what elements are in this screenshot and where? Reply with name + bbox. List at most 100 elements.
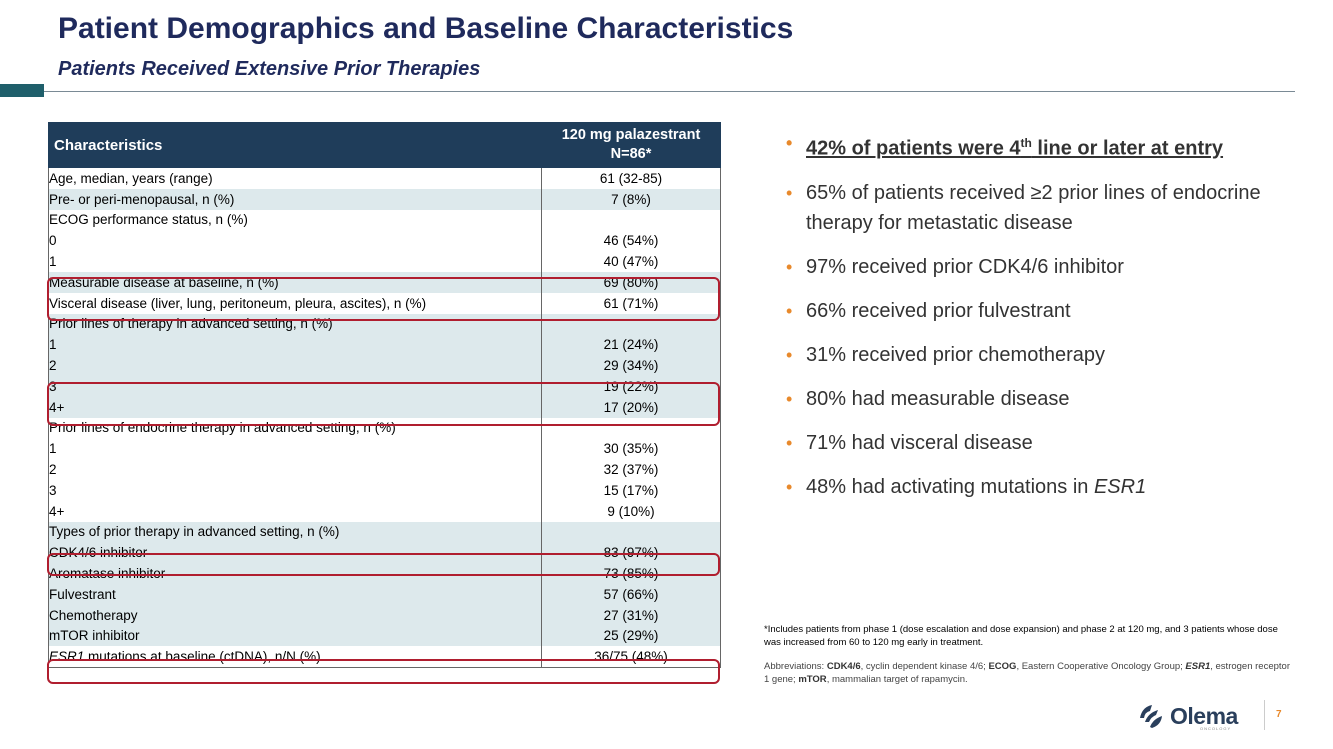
row-value <box>541 209 721 231</box>
row-value: 30 (35%) <box>541 438 721 460</box>
accent-bar <box>0 84 44 97</box>
row-value: 69 (80%) <box>541 271 721 293</box>
row-label: mTOR inhibitor <box>48 625 542 647</box>
bullet-icon: • <box>786 432 793 453</box>
row-label: Prior lines of endocrine therapy in adva… <box>48 417 542 439</box>
logo-text: Olema <box>1170 702 1238 729</box>
bullet-text: 80% had measurable disease <box>806 387 1070 410</box>
row-label: 4+ <box>48 396 542 418</box>
table-row: ECOG performance status, n (%) <box>48 209 721 231</box>
row-label: 2 <box>48 459 542 480</box>
bullet-text: 48% had activating mutations in <box>806 475 1094 498</box>
row-value: 7 (8%) <box>541 188 721 210</box>
table-row: Measurable disease at baseline, n (%) 69 … <box>48 271 721 293</box>
treatment-n: N=86* <box>610 146 652 162</box>
bullet-icon: • <box>786 476 793 497</box>
gene-name: ESR1 <box>49 649 85 665</box>
table-row: Types of prior therapy in advanced setti… <box>48 521 721 543</box>
bullet-text: 66% received prior fulvestrant <box>806 299 1071 322</box>
treatment-label: 120 mg palazestrant <box>561 127 701 143</box>
row-label-text: mutations at baseline (ctDNA), n/N (%) <box>84 649 321 665</box>
row-label: Prior lines of therapy in advanced setti… <box>48 313 542 335</box>
abbr-key: CDK4/6 <box>826 661 861 672</box>
row-label: Types of prior therapy in advanced setti… <box>48 521 542 543</box>
table-row: 2 29 (34%) <box>48 355 721 376</box>
table-row: Pre- or peri-menopausal, n (%) 7 (8%) <box>48 188 721 210</box>
footnote: *Includes patients from phase 1 (dose es… <box>764 624 1278 648</box>
bullet-icon: • <box>786 344 793 365</box>
bullet-item: • 97% received prior CDK4/6 inhibitor <box>786 252 1306 282</box>
key-findings-list: • 42% of patients were 4th line or later … <box>786 128 1306 516</box>
bullet-icon: • <box>786 133 793 153</box>
table-row: 4+ 17 (20%) <box>48 396 721 418</box>
bullet-text: 65% of patients received ≥2 prior lines … <box>806 181 1261 234</box>
bullet-icon: • <box>786 300 793 321</box>
row-value: 83 (97%) <box>541 542 721 564</box>
row-label: 3 <box>48 479 542 501</box>
table-row: Prior lines of therapy in advanced setti… <box>48 313 721 335</box>
characteristics-table: Characteristics 120 mg palazestrant N=86… <box>48 122 721 669</box>
column-header-characteristics: Characteristics <box>48 122 542 168</box>
row-value: 36/75 (48%) <box>541 646 721 669</box>
footer-divider <box>1264 700 1265 730</box>
table-row: ESR1 mutations at baseline (ctDNA), n/N … <box>48 646 721 669</box>
abbr-key: mTOR <box>798 674 827 685</box>
page-number: 7 <box>1276 709 1282 720</box>
row-label: 4+ <box>48 500 542 522</box>
abbr-def: , estrogen receptor 1 gene; <box>764 661 1290 685</box>
page-subtitle: Patients Received Extensive Prior Therap… <box>58 58 481 80</box>
row-value: 19 (22%) <box>541 375 721 397</box>
logo-subtitle: ONCOLOGY <box>1200 726 1232 731</box>
row-value: 73 (85%) <box>541 563 721 584</box>
bullet-text: 42% of patients were 4 <box>806 137 1021 160</box>
bullet-sup: th <box>1020 136 1032 150</box>
bullet-text: 71% had visceral disease <box>806 431 1033 454</box>
row-value: 25 (29%) <box>541 625 721 647</box>
row-value: 40 (47%) <box>541 251 721 272</box>
bullet-text: 31% received prior chemotherapy <box>806 343 1106 366</box>
bullet-icon: • <box>786 388 793 409</box>
row-label: Age, median, years (range) <box>48 167 542 189</box>
table-header-row: Characteristics 120 mg palazestrant N=86… <box>48 122 721 168</box>
abbr-prefix: Abbreviations: <box>764 661 827 672</box>
row-value: 61 (71%) <box>541 292 721 314</box>
row-value <box>541 313 721 335</box>
row-value: 32 (37%) <box>541 459 721 480</box>
row-value <box>541 417 721 439</box>
row-label: 3 <box>48 375 542 397</box>
bullet-item: • 65% of patients received ≥2 prior lines… <box>786 178 1306 238</box>
column-header-treatment: 120 mg palazestrant N=86* <box>541 122 721 168</box>
table-row: CDK4/6 inhibitor 83 (97%) <box>48 542 721 564</box>
table-row: Prior lines of endocrine therapy in adva… <box>48 417 721 439</box>
bullet-item: • 48% had activating mutations in ESR1 <box>786 472 1306 502</box>
table-row: 4+ 9 (10%) <box>48 500 721 522</box>
row-value: 15 (17%) <box>541 479 721 501</box>
row-label: Aromatase inhibitor <box>48 563 542 584</box>
row-label: ESR1 mutations at baseline (ctDNA), n/N … <box>48 646 542 669</box>
row-label: Pre- or peri-menopausal, n (%) <box>48 188 542 210</box>
row-value: 61 (32-85) <box>541 167 721 189</box>
row-value: 9 (10%) <box>541 500 721 522</box>
abbreviations: Abbreviations: CDK4/6, cyclin dependent … <box>764 660 1294 686</box>
bullet-icon: • <box>786 182 793 203</box>
table-row: 0 46 (54%) <box>48 230 721 252</box>
row-value: 57 (66%) <box>541 583 721 605</box>
row-value: 21 (24%) <box>541 334 721 356</box>
table-row: Visceral disease (liver, lung, peritoneu… <box>48 292 721 314</box>
row-value <box>541 521 721 543</box>
bullet-item: • 66% received prior fulvestrant <box>786 296 1306 326</box>
table-row: Fulvestrant 57 (66%) <box>48 583 721 605</box>
page-title: Patient Demographics and Baseline Charac… <box>58 12 794 45</box>
header-divider <box>44 91 1295 92</box>
company-logo: Olema <box>1136 701 1238 731</box>
row-label: ECOG performance status, n (%) <box>48 209 542 231</box>
bullet-text: 97% received prior CDK4/6 inhibitor <box>806 255 1124 278</box>
table-row: 2 32 (37%) <box>48 459 721 480</box>
row-label: Fulvestrant <box>48 583 542 605</box>
table-row: 1 21 (24%) <box>48 334 721 356</box>
table-row: mTOR inhibitor 25 (29%) <box>48 625 721 647</box>
table-row: 1 40 (47%) <box>48 251 721 272</box>
abbr-key: ESR1 <box>1185 661 1211 672</box>
abbr-def: , cyclin dependent kinase 4/6; <box>860 661 989 672</box>
bullet-item: • 80% had measurable disease <box>786 384 1306 414</box>
